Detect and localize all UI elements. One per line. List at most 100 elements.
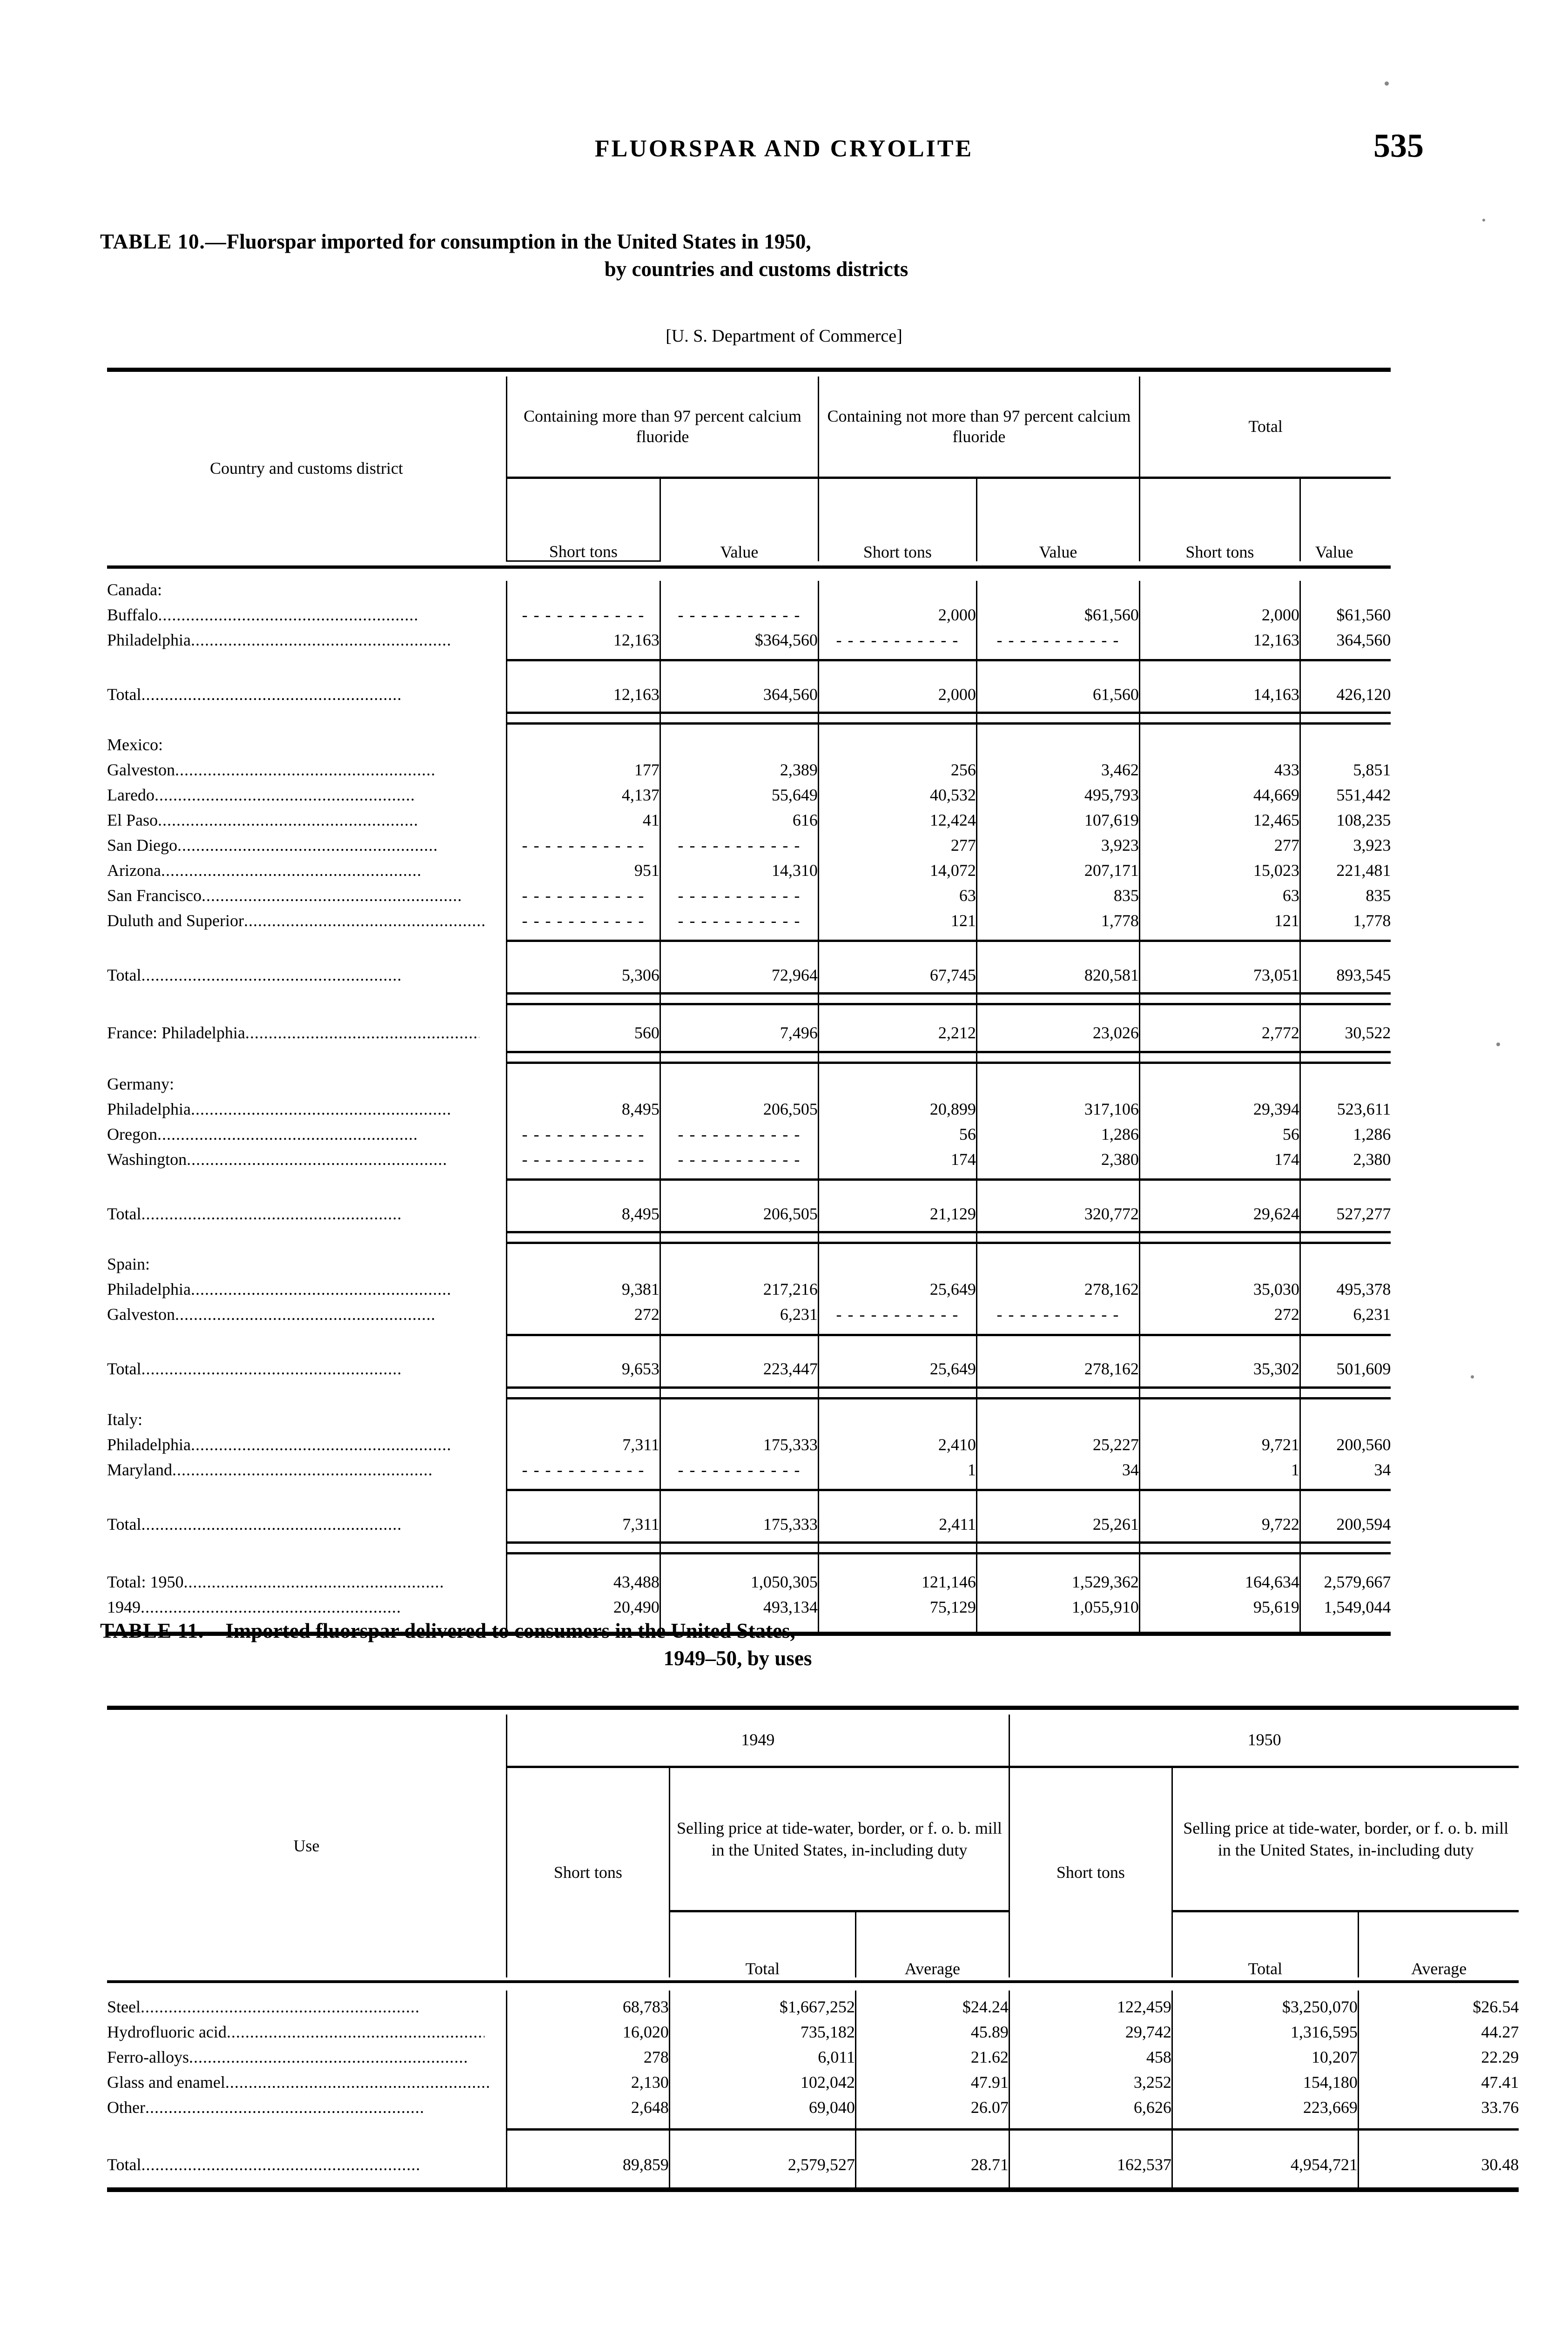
empty-dash-cell: - - - - - - - - - - -	[817, 1298, 977, 1324]
table-row: El Paso.................................…	[107, 804, 1391, 829]
data-cell-average-1950: 33.76	[1357, 2091, 1519, 2116]
rule-segment	[976, 1541, 1140, 1554]
rule-segment	[1138, 1178, 1300, 1188]
row-label: Total...................................…	[107, 685, 402, 704]
data-cell: 217,216	[659, 1273, 819, 1298]
data-cell: 495,793	[976, 779, 1140, 804]
table10-subheader-2: Short tons	[817, 477, 977, 561]
spacer	[817, 668, 977, 679]
spacer	[976, 668, 1140, 679]
data-cell-average-1949: 21.62	[855, 2041, 1009, 2066]
spacer	[659, 1187, 819, 1198]
data-cell: 35,030	[1138, 1273, 1300, 1298]
rule-segment	[659, 992, 819, 1006]
rule-gap	[107, 1232, 506, 1243]
spacer	[1299, 1223, 1391, 1232]
data-cell: 223,447	[659, 1352, 819, 1378]
spacer	[1138, 1223, 1300, 1232]
spacer	[505, 1553, 660, 1566]
row-label: France: Philadelphia....................…	[107, 1016, 506, 1042]
spacer	[505, 1243, 660, 1256]
table11-average-header-2: Average	[1357, 1910, 1519, 1977]
single-rule	[107, 2128, 1519, 2137]
spacer	[817, 1168, 977, 1180]
spacer	[659, 1533, 819, 1543]
spacer	[1138, 1243, 1300, 1256]
table11: Use 1949 1950 Short tons Selling price a…	[107, 1706, 1519, 2196]
group-heading-row: Mexico:	[107, 736, 1391, 753]
data-cell-shorttons-1950: 6,626	[1008, 2091, 1172, 2116]
data-cell: 1,778	[976, 904, 1140, 930]
rule-segment	[659, 659, 819, 668]
rule-segment	[1299, 1386, 1391, 1399]
spacer	[505, 1398, 660, 1411]
spacer	[976, 1615, 1140, 1634]
table11-shorttons-header-1: Short tons	[505, 1766, 670, 1977]
table-row-total: Total...................................…	[107, 1507, 1391, 1533]
spacer	[817, 929, 977, 941]
data-cell: 2,389	[659, 753, 819, 779]
spacer	[107, 724, 506, 736]
spacer	[976, 1398, 1140, 1411]
spacer	[817, 1478, 977, 1490]
spacer	[505, 1378, 660, 1388]
row-label: Arizona.................................…	[107, 861, 422, 880]
single-rule	[107, 659, 1391, 668]
data-cell: 551,442	[1299, 779, 1391, 804]
spacer	[505, 1168, 660, 1180]
row-label: Total...................................…	[107, 2155, 421, 2174]
data-cell: 2,411	[817, 1507, 977, 1533]
spacer	[817, 649, 977, 660]
spacer	[659, 1063, 819, 1076]
leader-dots: ........................................…	[141, 1360, 402, 1378]
spacer	[1299, 1187, 1391, 1198]
spacer	[817, 1187, 977, 1198]
spacer	[107, 1168, 506, 1180]
data-cell: 8,495	[505, 1093, 660, 1118]
table11-average-header-1: Average	[855, 1910, 1009, 1977]
rule-segment	[976, 1386, 1140, 1399]
data-cell: 527,277	[1299, 1197, 1391, 1223]
data-cell: 14,163	[1138, 678, 1300, 704]
leader-dots: ........................................…	[141, 966, 402, 984]
spacer	[1008, 2116, 1172, 2130]
rule-segment	[1357, 2128, 1519, 2137]
spacer-row	[107, 1553, 1391, 1566]
data-cell: 20,490	[505, 1590, 660, 1616]
table-row-total: Total...................................…	[107, 1352, 1391, 1378]
table11-total-header-1: Total	[668, 1910, 856, 1977]
table-row-grand-total: Total: 1950.............................…	[107, 1565, 1391, 1591]
rule-segment	[1299, 659, 1391, 668]
data-cell: 317,106	[976, 1093, 1140, 1118]
spacer	[1138, 703, 1300, 713]
rule-segment	[659, 1488, 819, 1498]
data-cell: 175,333	[659, 1507, 819, 1533]
spacer	[659, 984, 819, 994]
spacer	[659, 1243, 819, 1256]
data-cell: 1,055,910	[976, 1590, 1140, 1616]
spacer	[107, 929, 506, 941]
row-label: El Paso.................................…	[107, 811, 419, 830]
spacer	[1138, 649, 1300, 660]
spacer	[659, 723, 819, 736]
spacer	[976, 1004, 1140, 1017]
data-cell: 2,579,667	[1299, 1565, 1391, 1591]
spacer	[1171, 2137, 1359, 2148]
data-cell: 951	[505, 854, 660, 880]
data-cell-shorttons-1949: 278	[505, 2041, 670, 2066]
rule-segment	[505, 659, 660, 668]
spacer	[1171, 2173, 1359, 2190]
leader-dots: ........................................…	[183, 1573, 444, 1591]
rule-segment	[1299, 1488, 1391, 1498]
spacer	[1299, 1378, 1391, 1388]
spacer-row	[107, 668, 1391, 679]
data-cell-total-1950: 223,669	[1171, 2091, 1359, 2116]
spacer-cell	[659, 1075, 819, 1093]
rule-gap	[107, 713, 506, 724]
spacer-cell	[1299, 1255, 1391, 1273]
spacer	[107, 1063, 506, 1076]
rule-segment	[976, 940, 1140, 949]
spacer-row	[107, 1615, 1391, 1634]
spacer-row	[107, 1323, 1391, 1335]
table-row: Glass and enamel........................…	[107, 2066, 1519, 2091]
